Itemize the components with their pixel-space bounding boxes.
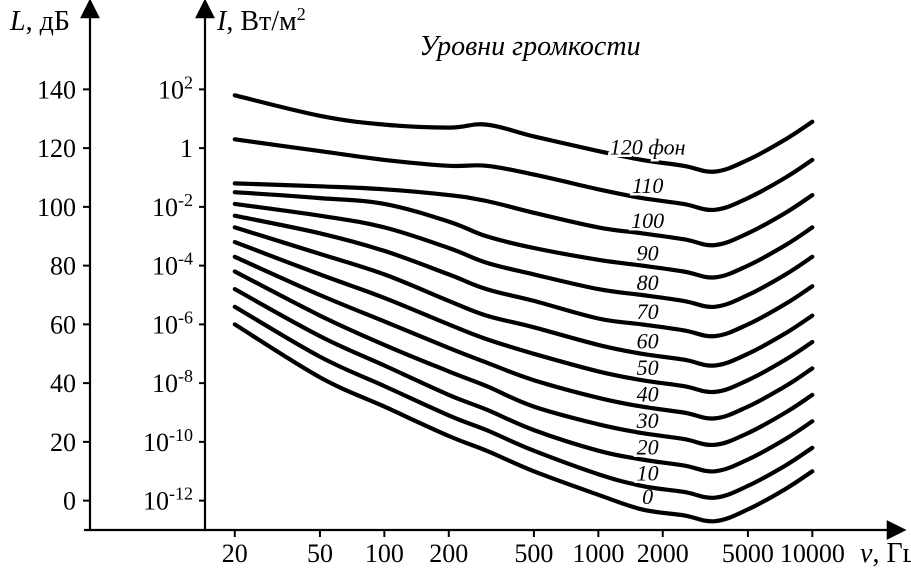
x-tick-label: 2000 [637, 539, 689, 568]
phon-curve-label: 100 [631, 208, 664, 233]
x-tick-label: 500 [514, 539, 553, 568]
phon-curve-label: 70 [637, 299, 659, 324]
yL-tick-label: 40 [50, 369, 76, 398]
phon-curve-label: 10 [637, 461, 659, 486]
x-axis-label: ν, Гц [860, 538, 911, 569]
x-tick-label: 20 [222, 539, 248, 568]
phon-curve-label: 40 [637, 381, 659, 406]
phon-curve-label: 110 [632, 173, 663, 198]
x-tick-label: 5000 [722, 539, 774, 568]
yL-tick-label: 140 [37, 75, 76, 104]
x-tick-label: 1000 [572, 539, 624, 568]
phon-curve-label: 120 фон [610, 135, 686, 160]
yL-tick-label: 60 [50, 310, 76, 339]
x-tick-label: 10000 [780, 539, 845, 568]
x-tick-label: 50 [307, 539, 333, 568]
x-tick-label: 100 [365, 539, 404, 568]
yL-axis-label: L, дБ [9, 6, 70, 37]
yL-tick-label: 0 [63, 487, 76, 516]
phon-curve-label: 90 [637, 240, 659, 265]
chart-title: Уровни громкости [419, 31, 640, 62]
yI-tick-label: 1 [180, 134, 193, 163]
x-tick-label: 200 [429, 539, 468, 568]
phon-curve-label: 20 [637, 434, 659, 459]
yI-axis-label: I, Вт/м2 [216, 4, 306, 37]
phon-curve-label: 80 [637, 270, 659, 295]
phon-curve-label: 30 [636, 408, 659, 433]
phon-curve-label: 60 [637, 329, 659, 354]
phon-curve-label: 50 [637, 355, 659, 380]
yL-tick-label: 100 [37, 193, 76, 222]
equal-loudness-chart: 020406080100120140L, дБ10-1210-1010-810-… [0, 0, 911, 571]
yL-tick-label: 80 [50, 252, 76, 281]
yL-tick-label: 120 [37, 134, 76, 163]
yL-tick-label: 20 [50, 428, 76, 457]
